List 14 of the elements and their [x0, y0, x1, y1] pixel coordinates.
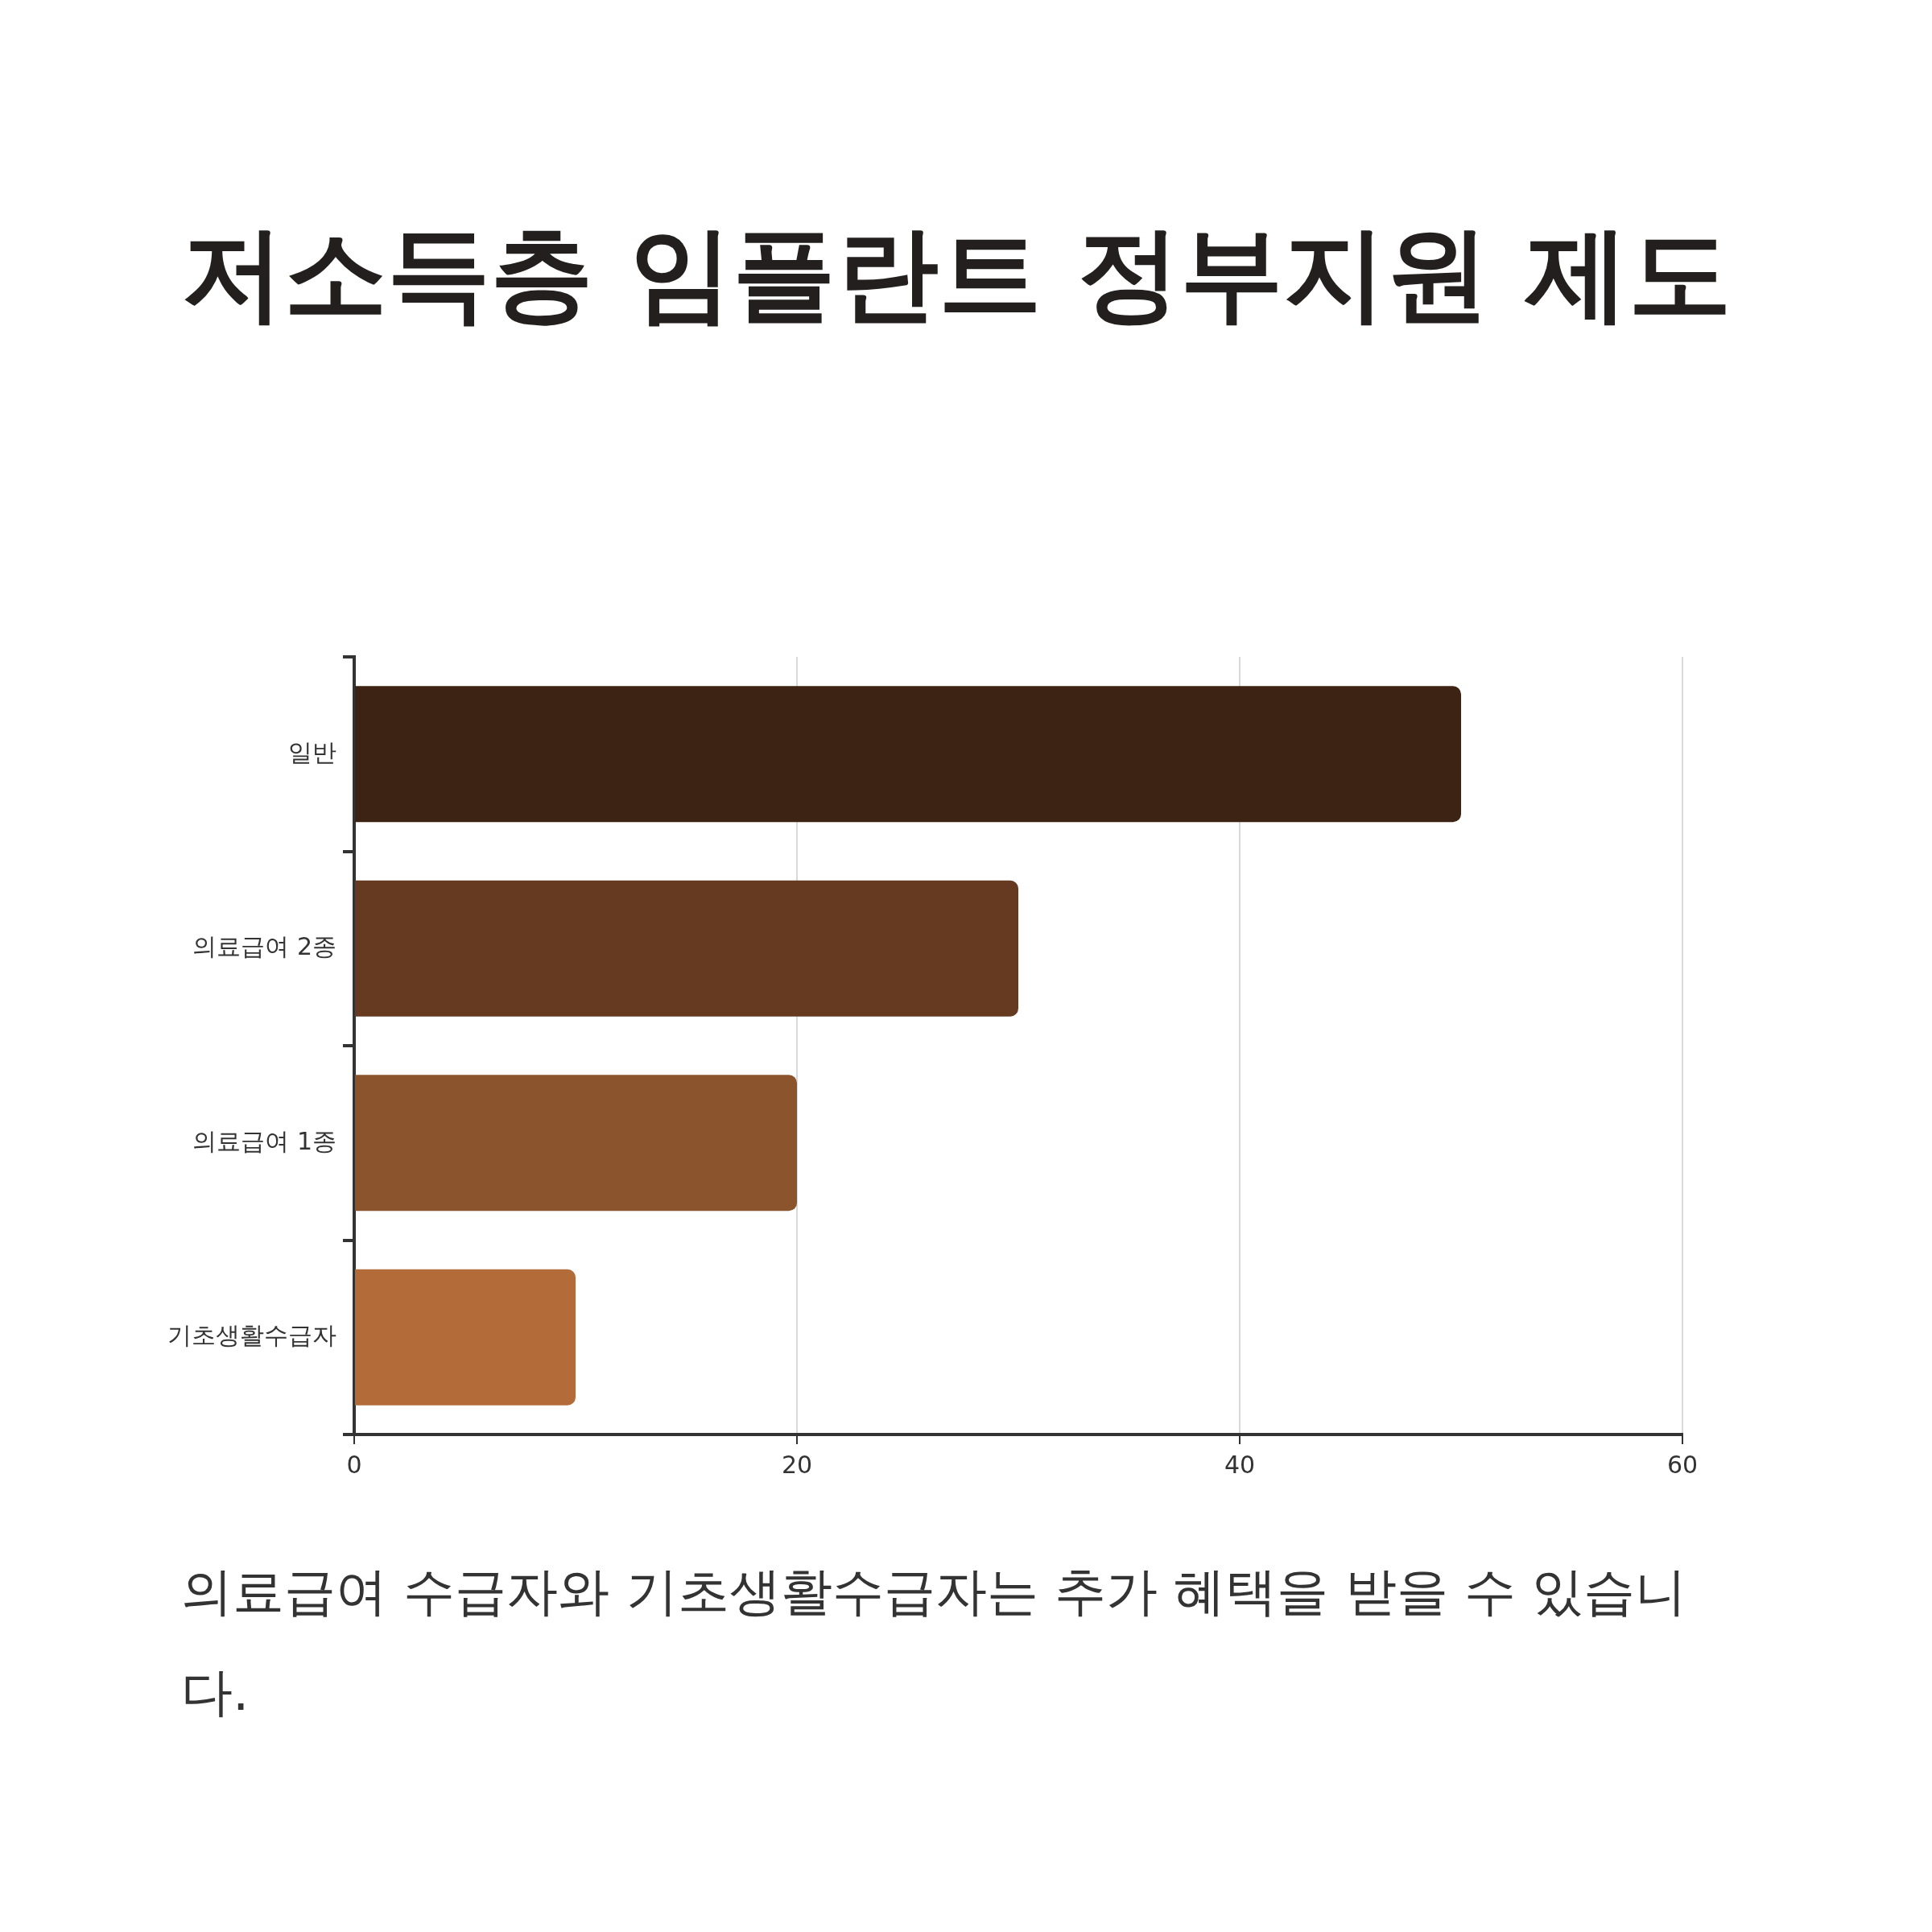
bar: [355, 1075, 797, 1212]
y-tick-label: 기초생활수급자: [167, 1321, 336, 1350]
bar: [355, 880, 1018, 1017]
y-tick-label: 의료급여 1종: [192, 1126, 336, 1155]
x-tick-label: 20: [781, 1450, 813, 1479]
y-tick-label: 의료급여 2종: [192, 932, 336, 961]
bar: [355, 686, 1461, 823]
x-tick-label: 0: [346, 1450, 362, 1479]
bar: [355, 1269, 576, 1406]
chart-title: 저소득층 임플란트 정부지원 제도: [181, 213, 1732, 335]
x-tick-label: 40: [1224, 1450, 1256, 1479]
x-tick-label: 60: [1666, 1450, 1699, 1479]
text: 의료급여 수급자와 기초생활수급자는 추가 혜택을 받을 수 있습니다.: [181, 1561, 1688, 1724]
y-tick-label: 일반: [288, 737, 336, 766]
